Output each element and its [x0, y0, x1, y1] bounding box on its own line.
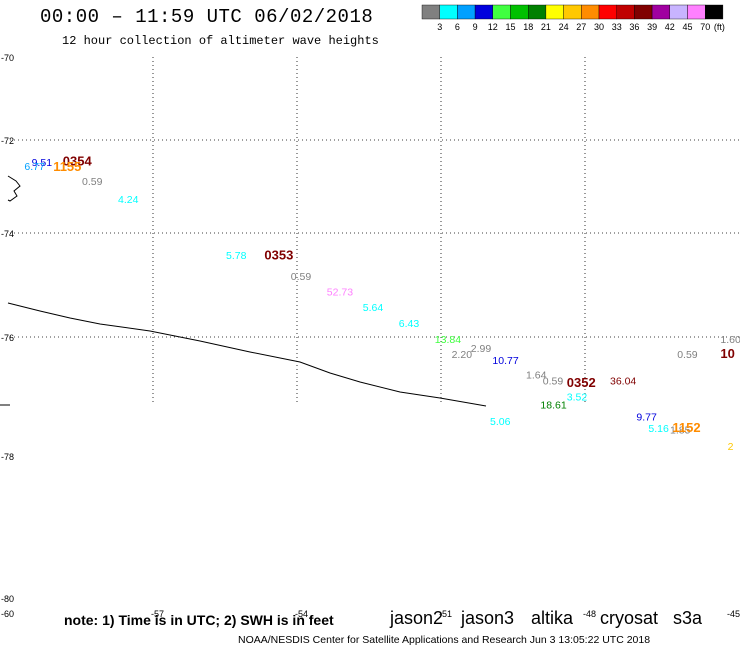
footer-credit: NOAA/NESDIS Center for Satellite Applica… — [238, 634, 651, 646]
legend-swatch — [421, 4, 440, 20]
legend-tick-label: 18 — [523, 22, 533, 32]
wave-height-label: 9.77 — [636, 411, 657, 423]
wave-height-label: 1.60 — [720, 334, 740, 346]
satellite-jason3: jason3 — [461, 608, 515, 628]
wave-height-label: 2.20 — [452, 349, 473, 361]
wave-height-label: 6.77 — [24, 161, 45, 173]
latitude-tick-label: -70 — [1, 53, 14, 63]
wave-height-label: 9.51 — [32, 157, 53, 169]
legend-tick-label: 27 — [576, 22, 586, 32]
legend-swatch — [616, 4, 635, 20]
latitude-tick-label: -72 — [1, 136, 14, 146]
legend-swatch — [669, 4, 688, 20]
wave-height-label: 2.99 — [471, 343, 492, 355]
wave-height-label: 5.78 — [226, 250, 247, 262]
wave-height-label: 36.04 — [610, 376, 636, 388]
legend-tick-label: 70 — [700, 22, 710, 32]
longitude-tick-label: -54 — [295, 609, 308, 619]
legend-tick-label: 36 — [629, 22, 639, 32]
page-subtitle: 12 hour collection of altimeter wave hei… — [62, 34, 379, 48]
longitude-tick-label: -60 — [1, 609, 14, 619]
legend-tick-label: 45 — [682, 22, 692, 32]
wave-height-label: 4.24 — [118, 194, 139, 206]
wave-height-label: 0.59 — [543, 376, 564, 388]
latitude-tick-label: -74 — [1, 229, 14, 239]
wave-height-label: 0354 — [63, 154, 93, 169]
legend-tick-label: 42 — [665, 22, 675, 32]
legend-tick-label: 3 — [437, 22, 442, 32]
longitude-tick-label: -45 — [727, 609, 740, 619]
legend-swatch — [581, 4, 600, 20]
wave-height-label: 10 — [720, 346, 734, 361]
legend-tick-label: 6 — [455, 22, 460, 32]
wave-height-label: 5.64 — [363, 302, 384, 314]
coastline-island — [7, 175, 21, 202]
page-title: 00:00 – 11:59 UTC 06/02/2018 — [40, 6, 374, 28]
footer-note: note: 1) Time is in UTC; 2) SWH is in fe… — [64, 612, 334, 628]
wave-height-label: 1.85 — [670, 424, 691, 436]
latitude-tick-label: -80 — [1, 594, 14, 604]
longitude-tick-label: -48 — [583, 609, 596, 619]
wave-height-label: 1155 — [53, 159, 81, 174]
legend-swatch — [457, 4, 476, 20]
wave-height-label: 0352 — [567, 375, 596, 390]
satellite-jason2: jason2 — [390, 608, 444, 628]
legend-tick-label: 21 — [541, 22, 551, 32]
legend-swatch — [474, 4, 494, 20]
wave-height-label: 18.61 — [540, 399, 566, 411]
legend-swatch — [545, 4, 564, 20]
wave-height-label: 0.59 — [291, 271, 312, 283]
wave-height-label: 52.73 — [327, 286, 353, 298]
longitude-tick-label: -57 — [151, 609, 164, 619]
legend-swatch — [563, 4, 582, 20]
wave-height-label: 5.16 — [648, 423, 669, 435]
wave-height-label: 13.84 — [435, 334, 461, 346]
legend-tick-label: 30 — [594, 22, 604, 32]
latitude-tick-label: -76 — [1, 333, 14, 343]
legend-tick-label: 33 — [612, 22, 622, 32]
wave-height-label: 1.64 — [526, 370, 547, 382]
satellite-s3a: s3a — [673, 608, 703, 628]
wave-height-label: 6.43 — [399, 318, 420, 330]
satellite-cryosat: cryosat — [600, 608, 659, 628]
wave-height-label: 5.06 — [490, 416, 511, 428]
legend-swatch — [510, 4, 529, 20]
legend-swatch — [687, 4, 706, 20]
legend-tick-label: 15 — [505, 22, 515, 32]
wave-height-label: 1152 — [672, 420, 700, 435]
wave-height-label: 2 — [728, 441, 734, 453]
wave-height-label: 0.59 — [82, 176, 103, 188]
legend-tick-label: 12 — [488, 22, 498, 32]
wave-height-label: 3.52 — [567, 392, 588, 404]
legend-swatch — [492, 4, 511, 20]
wave-height-label: 10.77 — [492, 355, 518, 367]
legend-unit: (ft) — [714, 22, 725, 32]
satellite-altika: altika — [531, 608, 574, 628]
legend-swatch — [634, 4, 653, 20]
legend-tick-label: 9 — [473, 22, 478, 32]
wave-height-label: 0.59 — [677, 349, 698, 361]
legend-swatch — [705, 4, 724, 20]
legend-swatch — [651, 4, 670, 20]
coastline — [7, 302, 487, 407]
legend-swatch — [528, 4, 547, 20]
legend-swatch — [439, 4, 458, 20]
longitude-tick-label: -51 — [439, 609, 452, 619]
legend-swatch — [598, 4, 617, 20]
latitude-tick-label: -78 — [1, 452, 14, 462]
legend-tick-label: 39 — [647, 22, 657, 32]
wave-height-label: 0353 — [264, 248, 293, 263]
legend-tick-label: 24 — [559, 22, 569, 32]
